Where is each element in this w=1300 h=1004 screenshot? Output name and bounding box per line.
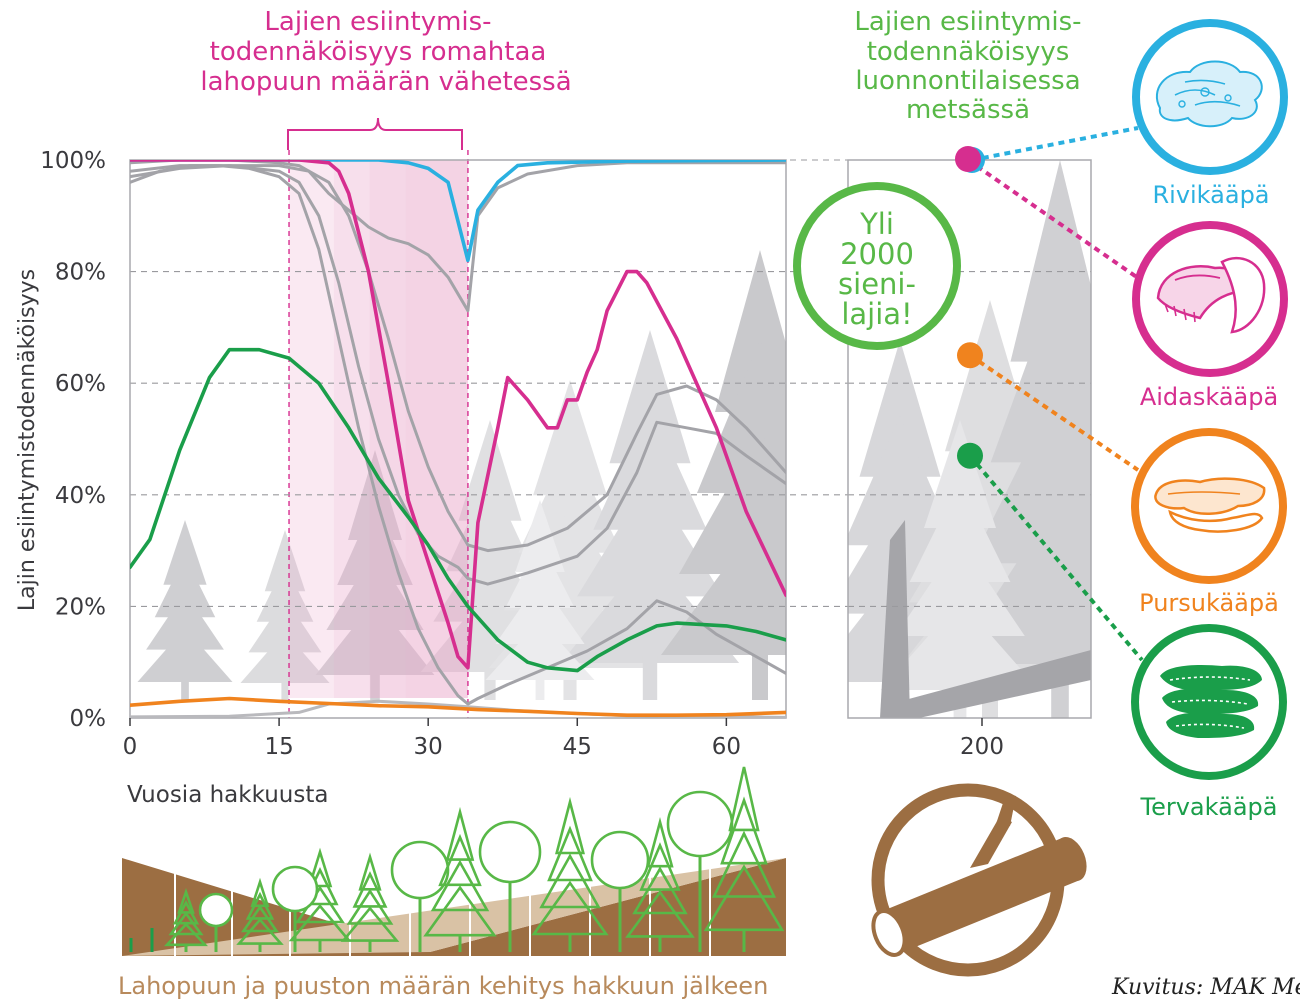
young-tree-outline (703, 766, 785, 952)
tervakaapa-label: Tervakääpä (1140, 793, 1278, 821)
young-tree-outline (340, 852, 400, 952)
young-tree-outline (288, 847, 352, 952)
y-tick-label: 20% (55, 594, 106, 620)
series-line-tervakaapa (130, 347, 786, 673)
series-line-rivikaapa (130, 160, 786, 263)
aidaskaapa-label: Aidaskääpä (1140, 383, 1278, 411)
y-tick-label: 60% (55, 371, 106, 397)
background-tree (240, 530, 330, 700)
y-tick-label: 80% (55, 260, 106, 286)
x-tick-200: 200 (960, 734, 1004, 760)
badge-line-4: lajia! (841, 297, 912, 331)
x-tick-label: 30 (414, 734, 443, 760)
young-deciduous-outline (590, 830, 650, 952)
fallen-log (905, 650, 1091, 718)
rivikaapa-fungus-icon (1132, 19, 1288, 175)
deadwood-log-icon (871, 783, 1087, 977)
natural-annotation-line-1: Lajien esiintymis- (854, 7, 1081, 37)
y-axis-label: Lajin esiintymistodennäköisyys (15, 269, 40, 611)
background-tree (880, 420, 1040, 718)
natural-annotation-line-2: todennäköisyys (867, 37, 1070, 67)
background-trees-natural (848, 160, 1091, 718)
x-tick-label: 45 (563, 734, 592, 760)
y-tick-label: 0% (70, 706, 107, 732)
badge-line-1: Yli (859, 207, 894, 241)
natural-point-aidaskaapa (955, 146, 981, 172)
young-tree-outline (164, 887, 208, 952)
collapse-annotation-line-2: todennäköisyys romahtaa (210, 37, 547, 67)
collapse-annotation-line-3: lahopuun määrän vähetessä (200, 67, 571, 97)
rivikaapa-label: Rivikääpä (1152, 181, 1269, 209)
connector-pursukaapa (968, 353, 1140, 472)
x-tick-label: 0 (123, 734, 138, 760)
natural-forest-points (955, 126, 1144, 662)
background-tree (315, 450, 435, 700)
x-tick-label: 60 (712, 734, 741, 760)
background-trees-main (137, 250, 786, 700)
tervakaapa-fungus-icon (1131, 624, 1287, 780)
highlight-band-segment (289, 160, 334, 698)
x-tick-labels: 0 15 30 45 60 (123, 718, 983, 760)
natural-point-pursukaapa (957, 342, 983, 369)
natural-annotation-line-3: luonnontilaisessa (855, 66, 1080, 96)
species-icons: Rivikääpä Aidaskääpä Pursukääpä Tervakää… (1131, 19, 1288, 821)
y-tick-label: 100% (40, 148, 106, 174)
young-tree-outline (423, 806, 497, 952)
collapse-annotation-line-1: Lajien esiintymis- (264, 7, 491, 37)
natural-annotation: Lajien esiintymis- todennäköisyys luonno… (854, 7, 1081, 125)
collapse-bracket (287, 117, 463, 150)
connector-tervakaapa (968, 454, 1144, 662)
natural-point-tervakaapa (957, 442, 983, 469)
badge-line-2: 2000 (840, 237, 914, 271)
series-line-aidaskaapa (130, 160, 786, 670)
young-tree-outline (531, 796, 609, 952)
broken-trunk (880, 520, 910, 718)
badge-line-3: sieni- (838, 267, 916, 301)
x-tick-label: 15 (264, 734, 293, 760)
main-plot-frame (129, 159, 787, 719)
pursukaapa-fungus-icon (1131, 428, 1287, 584)
collapse-annotation: Lajien esiintymis- todennäköisyys romaht… (200, 7, 572, 150)
natural-annotation-line-4: metsässä (906, 95, 1030, 125)
young-deciduous-outline (390, 840, 450, 952)
young-deciduous-outline (478, 820, 542, 952)
series-line-other-species (130, 164, 786, 586)
young-deciduous-outline (271, 865, 319, 952)
species-count-badge: Yli 2000 sieni- lajia! (793, 182, 961, 350)
series-line-pursukaapa (130, 696, 786, 717)
y-tick-labels: 0% 20% 40% 60% 80% 100% (40, 148, 106, 732)
young-tree-outline (625, 816, 695, 952)
pursukaapa-label: Pursukääpä (1139, 589, 1279, 617)
bottom-caption: Lahopuun ja puuston määrän kehitys hakku… (118, 972, 768, 1000)
deadwood-development-illustration (122, 766, 786, 956)
series-line-other-species (130, 164, 786, 553)
highlight-band-segment (333, 160, 370, 698)
background-tree (137, 520, 233, 700)
collapse-highlight-band (288, 150, 469, 718)
badge-circle (793, 182, 961, 350)
aidaskaapa-fungus-icon (1132, 221, 1288, 377)
young-deciduous-outline (198, 892, 234, 952)
x-axis-label: Vuosia hakkuusta (127, 782, 328, 808)
series-line-other-species (130, 160, 786, 313)
series-lines (130, 160, 786, 718)
young-tree-outline (236, 877, 284, 952)
connector-aidaskaapa (966, 158, 1140, 280)
y-tick-label: 40% (55, 483, 106, 509)
background-tree (485, 500, 595, 700)
illustration-credit: Kuvitus: MAK Me (1111, 975, 1300, 1000)
connector-rivikaapa (971, 126, 1139, 162)
